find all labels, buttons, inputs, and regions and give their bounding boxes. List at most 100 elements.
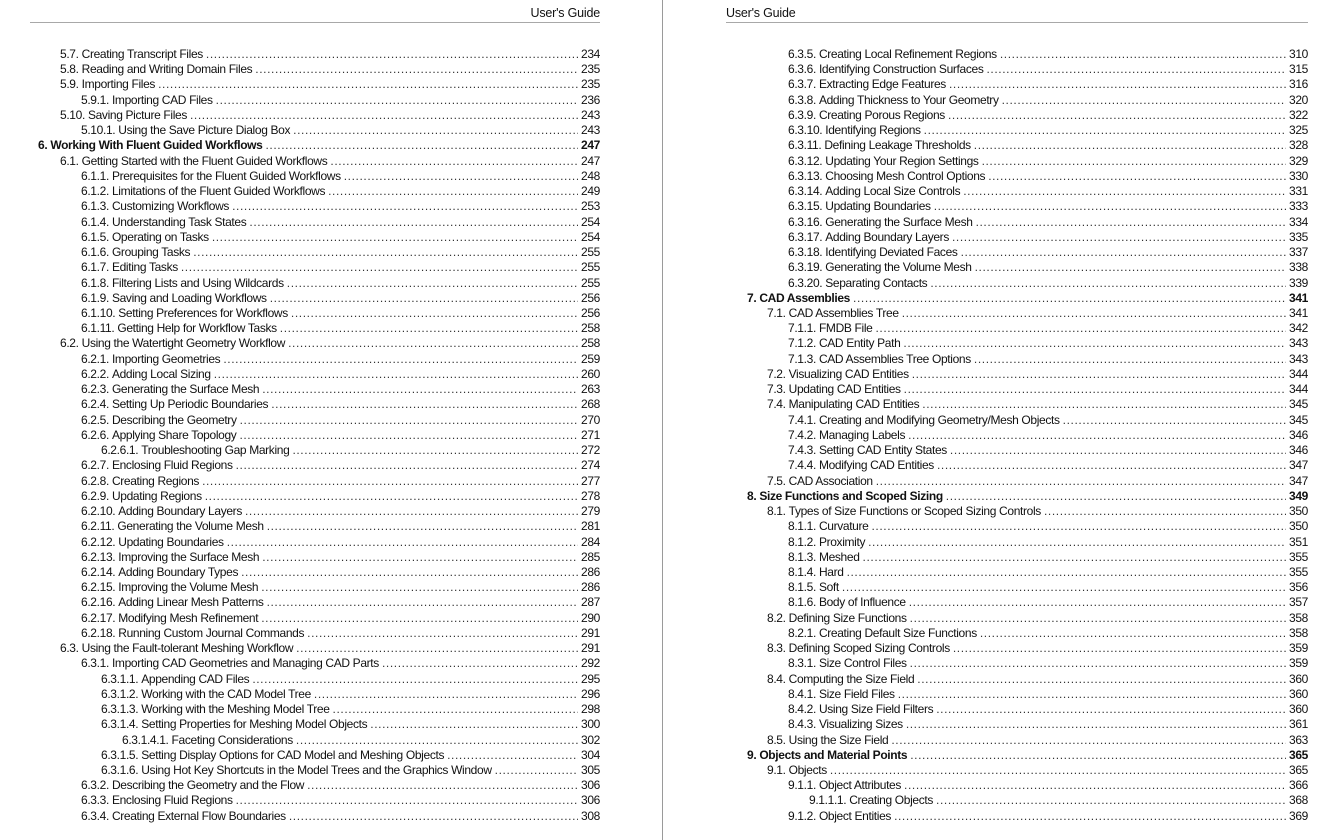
toc-entry[interactable]: 6.3.1.2.Working with the CAD Model Tree 2… [0, 687, 600, 702]
toc-entry[interactable]: 6.2.1.Importing Geometries 259 [0, 352, 600, 367]
toc-entry[interactable]: 8.2.Defining Size Functions 358 [663, 611, 1308, 626]
toc-entry[interactable]: 8.4.2.Using Size Field Filters 360 [663, 702, 1308, 717]
toc-entry[interactable]: 6.3.10.Identifying Regions 325 [663, 123, 1308, 138]
toc-entry[interactable]: 7.2.Visualizing CAD Entities 344 [663, 367, 1308, 382]
toc-entry[interactable]: 6.1.1. Prerequisites for the Fluent Guide… [0, 169, 600, 184]
toc-entry[interactable]: 7.4.Manipulating CAD Entities 345 [663, 397, 1308, 412]
toc-entry[interactable]: 6.1.4.Understanding Task States 254 [0, 215, 600, 230]
toc-entry[interactable]: 8.2.1.Creating Default Size Functions 358 [663, 626, 1308, 641]
toc-entry[interactable]: 5.8.Reading and Writing Domain Files 235 [0, 62, 600, 77]
toc-entry[interactable]: 6.3.16.Generating the Surface Mesh 334 [663, 215, 1308, 230]
toc-entry[interactable]: 6.2.11.Generating the Volume Mesh 281 [0, 519, 600, 534]
toc-entry[interactable]: 6.2. Using the Watertight Geometry Workfl… [0, 336, 600, 351]
toc-entry[interactable]: 6.3.1.3. Working with the Meshing Model T… [0, 702, 600, 717]
toc-entry[interactable]: 6.3.12.Updating Your Region Settings 329 [663, 154, 1308, 169]
toc-entry[interactable]: 5.9.1.Importing CAD Files 236 [0, 93, 600, 108]
toc-entry[interactable]: 6.3.6.Identifying Construction Surfaces 3… [663, 62, 1308, 77]
toc-entry[interactable]: 6.2.14.Adding Boundary Types 286 [0, 565, 600, 580]
toc-entry[interactable]: 6.3.1.5. Setting Display Options for CAD … [0, 748, 600, 763]
toc-entry[interactable]: 6.1.3.Customizing Workflows 253 [0, 199, 600, 214]
toc-entry[interactable]: 8.1.3.Meshed 355 [663, 550, 1308, 565]
toc-entry[interactable]: 8.Size Functions and Scoped Sizing 349 [663, 489, 1308, 504]
toc-entry[interactable]: 8.1.4.Hard 355 [663, 565, 1308, 580]
toc-entry[interactable]: 6.2.3.Generating the Surface Mesh 263 [0, 382, 600, 397]
toc-entry[interactable]: 6.2.18.Running Custom Journal Commands 29… [0, 626, 600, 641]
toc-entry[interactable]: 6.2.13.Improving the Surface Mesh 285 [0, 550, 600, 565]
toc-entry[interactable]: 9.Objects and Material Points 365 [663, 748, 1308, 763]
toc-entry[interactable]: 6.2.8.Creating Regions 277 [0, 474, 600, 489]
toc-entry[interactable]: 7.1.1.FMDB File 342 [663, 321, 1308, 336]
toc-entry[interactable]: 6.2.9.Updating Regions 278 [0, 489, 600, 504]
toc-entry[interactable]: 6.3.2. Describing the Geometry and the Fl… [0, 778, 600, 793]
toc-entry[interactable]: 8.4.3.Visualizing Sizes 361 [663, 717, 1308, 732]
toc-entry[interactable]: 8.1. Types of Size Functions or Scoped Si… [663, 504, 1308, 519]
toc-entry[interactable]: 7.CAD Assemblies 341 [663, 291, 1308, 306]
toc-entry[interactable]: 6.3.17.Adding Boundary Layers 335 [663, 230, 1308, 245]
toc-entry[interactable]: 7.4.3.Setting CAD Entity States 346 [663, 443, 1308, 458]
toc-entry[interactable]: 7.4.4.Modifying CAD Entities 347 [663, 458, 1308, 473]
toc-entry[interactable]: 7.1.CAD Assemblies Tree 341 [663, 306, 1308, 321]
toc-entry[interactable]: 6.3.8.Adding Thickness to Your Geometry 3… [663, 93, 1308, 108]
toc-entry[interactable]: 6.2.17.Modifying Mesh Refinement 290 [0, 611, 600, 626]
toc-entry[interactable]: 5.10.Saving Picture Files 243 [0, 108, 600, 123]
toc-entry[interactable]: 6.3.15.Updating Boundaries 333 [663, 199, 1308, 214]
toc-entry[interactable]: 9.1.2.Object Entities 369 [663, 809, 1308, 824]
toc-entry[interactable]: 8.1.5.Soft 356 [663, 580, 1308, 595]
toc-entry[interactable]: 6.2.10.Adding Boundary Layers 279 [0, 504, 600, 519]
toc-entry[interactable]: 6.1.9.Saving and Loading Workflows 256 [0, 291, 600, 306]
toc-entry[interactable]: 6.Working With Fluent Guided Workflows 24… [0, 138, 600, 153]
toc-entry[interactable]: 6.3.1.1.Appending CAD Files 295 [0, 672, 600, 687]
toc-entry[interactable]: 6.1.6.Grouping Tasks 255 [0, 245, 600, 260]
toc-entry[interactable]: 6.1.8. Filtering Lists and Using Wildcard… [0, 276, 600, 291]
toc-entry[interactable]: 8.4.1.Size Field Files 360 [663, 687, 1308, 702]
toc-entry[interactable]: 6.3.3.Enclosing Fluid Regions 306 [0, 793, 600, 808]
toc-entry[interactable]: 7.4.2.Managing Labels 346 [663, 428, 1308, 443]
toc-entry[interactable]: 6.3.11.Defining Leakage Thresholds 328 [663, 138, 1308, 153]
toc-entry[interactable]: 7.1.3.CAD Assemblies Tree Options 343 [663, 352, 1308, 367]
toc-entry[interactable]: 6.2.15.Improving the Volume Mesh 286 [0, 580, 600, 595]
toc-entry[interactable]: 8.1.6.Body of Influence 357 [663, 595, 1308, 610]
toc-entry[interactable]: 8.1.2.Proximity 351 [663, 535, 1308, 550]
toc-entry[interactable]: 8.5.Using the Size Field 363 [663, 733, 1308, 748]
toc-entry[interactable]: 6.3.1.4.1.Faceting Considerations 302 [0, 733, 600, 748]
toc-entry[interactable]: 6.3.7.Extracting Edge Features 316 [663, 77, 1308, 92]
toc-entry[interactable]: 7.4.1. Creating and Modifying Geometry/Me… [663, 413, 1308, 428]
toc-entry[interactable]: 6.3.14.Adding Local Size Controls 331 [663, 184, 1308, 199]
toc-entry[interactable]: 6.2.2.Adding Local Sizing 260 [0, 367, 600, 382]
toc-entry[interactable]: 6.3.13.Choosing Mesh Control Options 330 [663, 169, 1308, 184]
toc-entry[interactable]: 6.3.1. Importing CAD Geometries and Manag… [0, 656, 600, 671]
toc-entry[interactable]: 6.1.7.Editing Tasks 255 [0, 260, 600, 275]
toc-entry[interactable]: 9.1.1.1.Creating Objects 368 [663, 793, 1308, 808]
toc-entry[interactable]: 8.3.Defining Scoped Sizing Controls 359 [663, 641, 1308, 656]
toc-entry[interactable]: 6.3.9.Creating Porous Regions 322 [663, 108, 1308, 123]
toc-entry[interactable]: 6.3.4.Creating External Flow Boundaries 3… [0, 809, 600, 824]
toc-entry[interactable]: 6.2.5.Describing the Geometry 270 [0, 413, 600, 428]
toc-entry[interactable]: 5.10.1. Using the Save Picture Dialog Box… [0, 123, 600, 138]
toc-entry[interactable]: 6.1.2. Limitations of the Fluent Guided W… [0, 184, 600, 199]
toc-entry[interactable]: 6.2.6.Applying Share Topology 271 [0, 428, 600, 443]
toc-entry[interactable]: 6.3.5.Creating Local Refinement Regions 3… [663, 47, 1308, 62]
toc-entry[interactable]: 6.2.6.1.Troubleshooting Gap Marking 272 [0, 443, 600, 458]
toc-entry[interactable]: 6.2.7.Enclosing Fluid Regions 274 [0, 458, 600, 473]
toc-entry[interactable]: 5.7.Creating Transcript Files 234 [0, 47, 600, 62]
toc-entry[interactable]: 8.4.Computing the Size Field 360 [663, 672, 1308, 687]
toc-entry[interactable]: 6.1.10. Setting Preferences for Workflows… [0, 306, 600, 321]
toc-entry[interactable]: 6.1.5.Operating on Tasks 254 [0, 230, 600, 245]
toc-entry[interactable]: 6.1. Getting Started with the Fluent Guid… [0, 154, 600, 169]
toc-entry[interactable]: 6.3. Using the Fault-tolerant Meshing Wor… [0, 641, 600, 656]
toc-entry[interactable]: 6.3.1.4. Setting Properties for Meshing M… [0, 717, 600, 732]
toc-entry[interactable]: 6.1.11.Getting Help for Workflow Tasks 25… [0, 321, 600, 336]
toc-entry[interactable]: 9.1.Objects 365 [663, 763, 1308, 778]
toc-entry[interactable]: 7.3.Updating CAD Entities 344 [663, 382, 1308, 397]
toc-entry[interactable]: 5.9.Importing Files 235 [0, 77, 600, 92]
toc-entry[interactable]: 6.2.16.Adding Linear Mesh Patterns 287 [0, 595, 600, 610]
toc-entry[interactable]: 6.3.19.Generating the Volume Mesh 338 [663, 260, 1308, 275]
toc-entry[interactable]: 7.5.CAD Association 347 [663, 474, 1308, 489]
toc-entry[interactable]: 8.3.1.Size Control Files 359 [663, 656, 1308, 671]
toc-entry[interactable]: 7.1.2.CAD Entity Path 343 [663, 336, 1308, 351]
toc-entry[interactable]: 6.3.1.6. Using Hot Key Shortcuts in the M… [0, 763, 600, 778]
toc-entry[interactable]: 8.1.1.Curvature 350 [663, 519, 1308, 534]
toc-entry[interactable]: 6.2.12.Updating Boundaries 284 [0, 535, 600, 550]
toc-entry[interactable]: 6.2.4.Setting Up Periodic Boundaries 268 [0, 397, 600, 412]
toc-entry[interactable]: 6.3.18.Identifying Deviated Faces 337 [663, 245, 1308, 260]
